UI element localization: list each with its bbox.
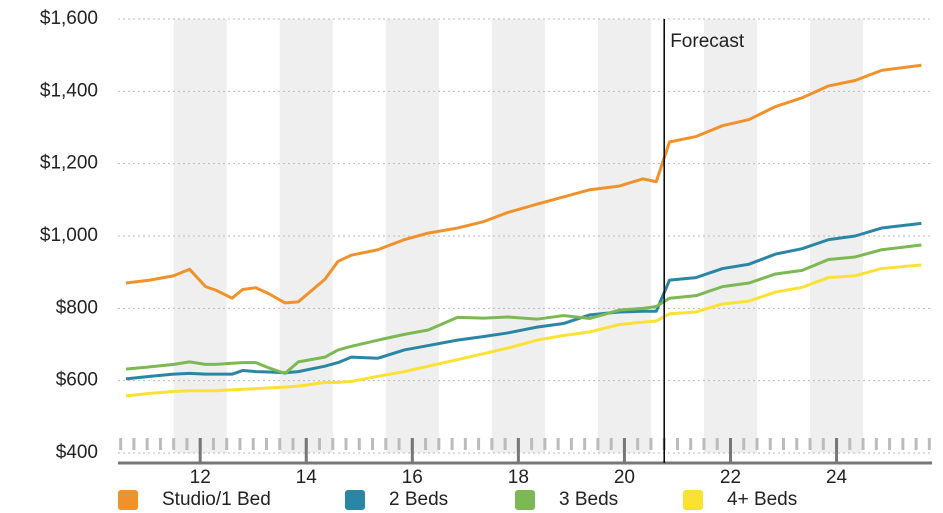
series-line	[125, 63, 922, 305]
band	[173, 19, 227, 453]
legend-swatch	[118, 490, 138, 510]
legend-swatch	[515, 490, 535, 510]
y-tick-label: $1,400	[40, 80, 98, 101]
series-line	[125, 243, 922, 375]
x-tick-label: 12	[190, 467, 211, 488]
y-tick-label: $1,600	[40, 8, 98, 29]
legend-label: 2 Beds	[389, 489, 448, 510]
y-tick-label: $600	[56, 370, 98, 391]
y-tick-label: $1,000	[40, 225, 98, 246]
x-tick-label: 14	[296, 467, 318, 488]
legend-label: 4+ Beds	[727, 489, 797, 510]
legend-label: Studio/1 Bed	[162, 489, 271, 510]
x-tick-label: 20	[614, 467, 635, 488]
legend-swatch	[345, 490, 365, 510]
x-tick-label: 22	[720, 467, 741, 488]
x-tick-label: 16	[402, 467, 423, 488]
x-tick-label: 18	[508, 467, 529, 488]
annotation: Forecast	[670, 31, 745, 52]
legend-swatch	[683, 490, 703, 510]
y-tick-label: $800	[56, 297, 98, 318]
x-tick-label: 24	[826, 467, 848, 488]
series-line	[125, 221, 922, 381]
y-tick-label: $1,200	[40, 153, 98, 174]
legend-label: 3 Beds	[559, 489, 618, 510]
series-line	[125, 263, 922, 398]
y-tick-label: $400	[56, 442, 98, 463]
